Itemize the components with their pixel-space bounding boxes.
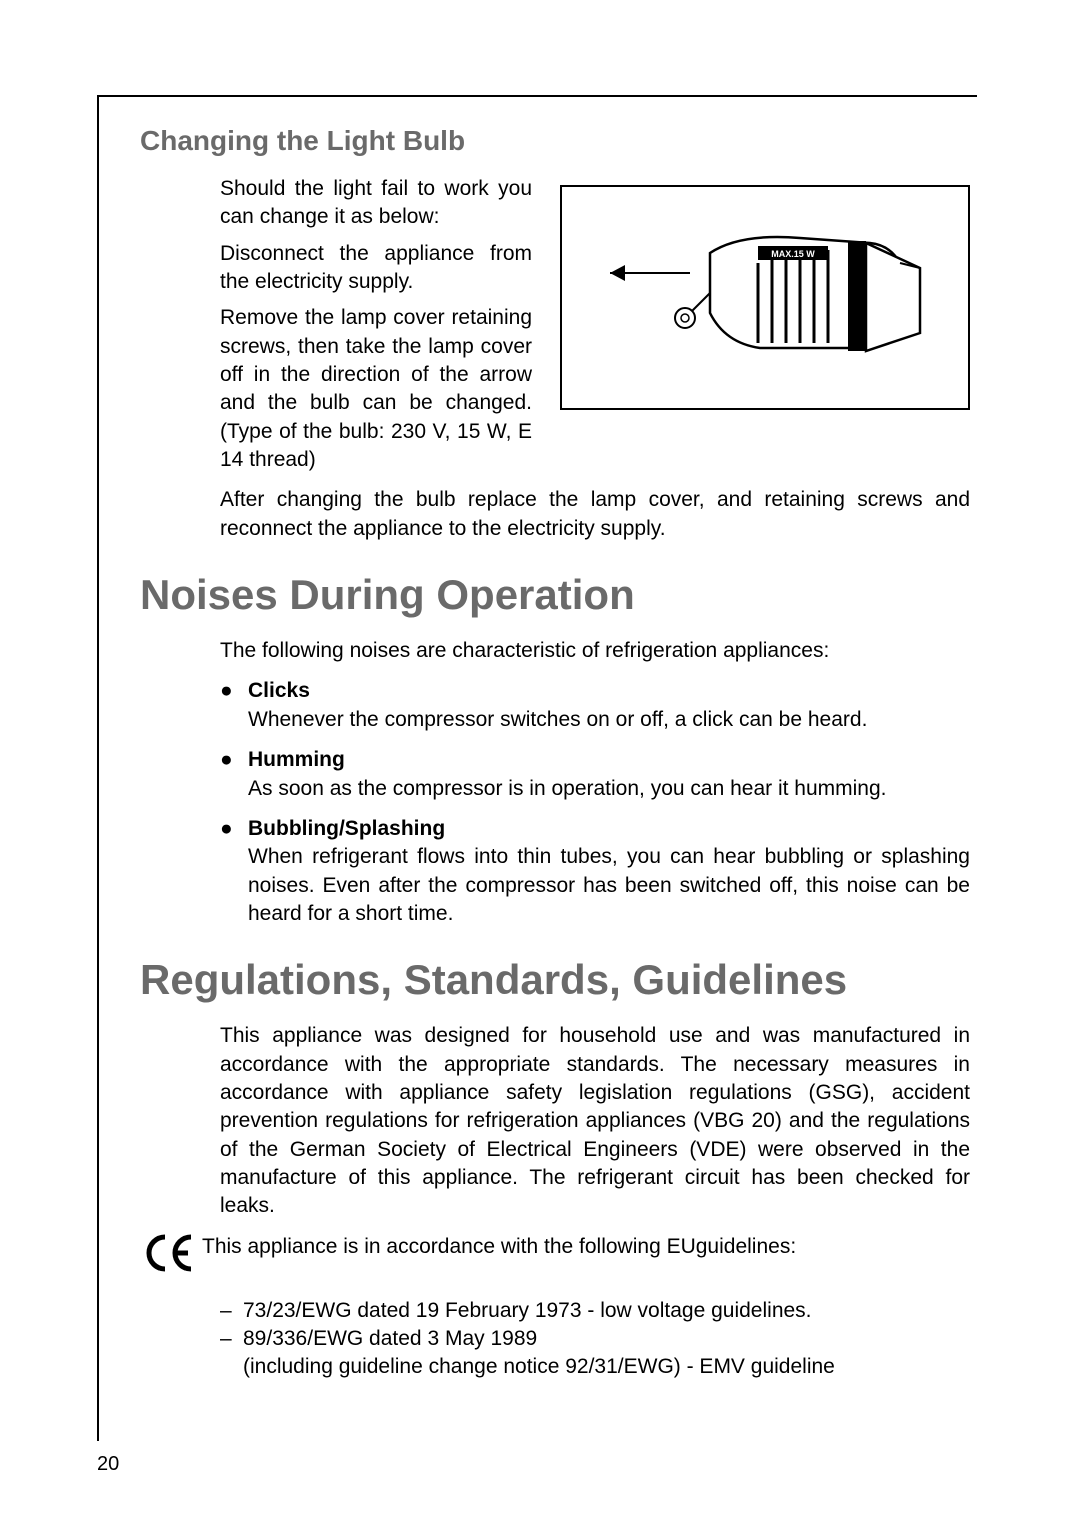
ce-compliance-text: This appliance is in accordance with the… <box>202 1233 970 1261</box>
section-heading-regulations: Regulations, Standards, Guidelines <box>140 956 970 1004</box>
section-heading-light-bulb: Changing the Light Bulb <box>140 125 970 157</box>
guideline-item: – 89/336/EWG dated 3 May 1989 <box>220 1325 970 1353</box>
bullet-icon: ● <box>220 677 238 734</box>
regulations-p1: This appliance was designed for househol… <box>220 1022 970 1220</box>
noise-list: ● Clicks Whenever the compressor switche… <box>220 677 970 928</box>
bullet-icon: ● <box>220 746 238 803</box>
guideline-item: – 73/23/EWG dated 19 February 1973 - low… <box>220 1297 970 1325</box>
noise-title: Humming <box>248 746 970 774</box>
ce-compliance-row: This appliance is in accordance with the… <box>140 1233 970 1273</box>
noise-title: Bubbling/Splashing <box>248 815 970 843</box>
guideline-text: 73/23/EWG dated 19 February 1973 - low v… <box>243 1297 812 1325</box>
light-bulb-p4: After changing the bulb replace the lamp… <box>220 486 970 543</box>
noise-item-bubbling: ● Bubbling/Splashing When refrigerant fl… <box>220 815 970 928</box>
ce-mark-icon <box>140 1233 202 1273</box>
light-bulb-p2: Disconnect the appliance from the electr… <box>220 240 532 297</box>
lamp-cover-diagram: MAX.15 W <box>560 185 970 410</box>
noise-desc: When refrigerant flows into thin tubes, … <box>248 843 970 928</box>
guideline-subtext: (including guideline change notice 92/31… <box>243 1353 970 1381</box>
eu-guideline-list: – 73/23/EWG dated 19 February 1973 - low… <box>220 1297 970 1382</box>
bullet-icon: ● <box>220 815 238 928</box>
noises-intro: The following noises are characteristic … <box>220 637 970 665</box>
guideline-text: 89/336/EWG dated 3 May 1989 <box>243 1325 537 1353</box>
dash-icon: – <box>220 1297 235 1325</box>
noise-item-humming: ● Humming As soon as the compressor is i… <box>220 746 970 803</box>
section-heading-noises: Noises During Operation <box>140 571 970 619</box>
light-bulb-p3: Remove the lamp cover retaining screws, … <box>220 304 532 474</box>
noise-item-clicks: ● Clicks Whenever the compressor switche… <box>220 677 970 734</box>
page-number: 20 <box>97 1453 119 1476</box>
noise-desc: Whenever the compressor switches on or o… <box>248 706 970 734</box>
diagram-max-label: MAX.15 W <box>771 249 815 259</box>
lamp-cover-illustration: MAX.15 W <box>580 213 950 383</box>
light-bulb-two-column: Should the light fail to work you can ch… <box>220 175 970 474</box>
page-content: Changing the Light Bulb Should the light… <box>140 125 970 1382</box>
dash-icon: – <box>220 1325 235 1353</box>
noise-desc: As soon as the compressor is in operatio… <box>248 775 970 803</box>
light-bulb-p1: Should the light fail to work you can ch… <box>220 175 532 232</box>
noise-title: Clicks <box>248 677 970 705</box>
light-bulb-text-column: Should the light fail to work you can ch… <box>220 175 532 474</box>
